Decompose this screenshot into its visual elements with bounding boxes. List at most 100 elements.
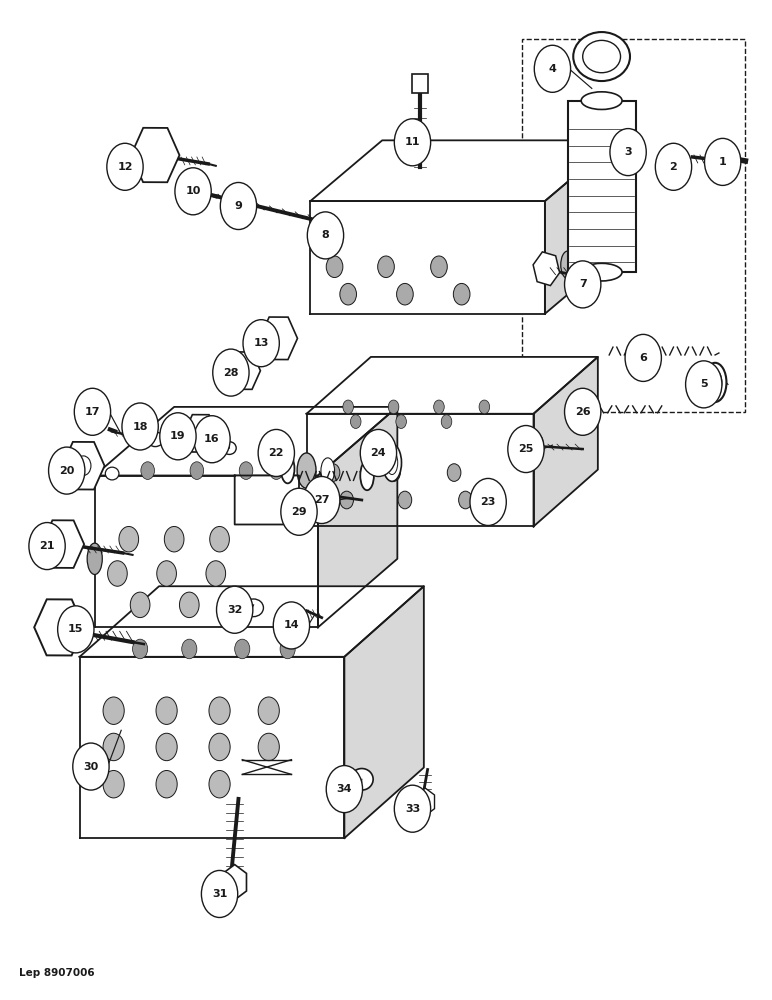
Circle shape (209, 770, 230, 798)
Circle shape (103, 770, 124, 798)
Text: 16: 16 (204, 434, 220, 444)
Text: 8: 8 (322, 230, 330, 240)
Text: 2: 2 (669, 162, 677, 172)
Circle shape (343, 400, 354, 414)
Ellipse shape (256, 347, 270, 359)
Text: 14: 14 (283, 620, 300, 630)
Circle shape (156, 770, 178, 798)
Circle shape (181, 639, 197, 659)
Ellipse shape (147, 432, 164, 447)
Circle shape (76, 456, 91, 475)
Circle shape (378, 256, 394, 278)
Circle shape (350, 415, 361, 428)
Circle shape (122, 403, 158, 450)
Circle shape (396, 415, 406, 428)
Circle shape (216, 586, 253, 633)
Text: 30: 30 (83, 762, 99, 772)
Text: 5: 5 (700, 379, 708, 389)
Text: 7: 7 (579, 279, 587, 289)
Circle shape (327, 256, 343, 278)
Circle shape (243, 320, 279, 367)
Ellipse shape (704, 363, 726, 402)
Text: 12: 12 (117, 162, 133, 172)
Circle shape (394, 785, 431, 832)
Circle shape (49, 447, 85, 494)
Polygon shape (545, 140, 617, 314)
Circle shape (258, 697, 279, 724)
Text: 32: 32 (227, 605, 242, 615)
Circle shape (327, 464, 340, 481)
Bar (522, 39, 746, 412)
Ellipse shape (581, 263, 622, 281)
Text: 34: 34 (337, 784, 352, 794)
Text: 26: 26 (575, 407, 591, 417)
Text: 15: 15 (68, 624, 83, 634)
Ellipse shape (185, 179, 205, 198)
Circle shape (431, 256, 447, 278)
Circle shape (209, 697, 230, 724)
Circle shape (388, 400, 399, 414)
Polygon shape (306, 357, 598, 414)
Circle shape (210, 526, 229, 552)
Text: 25: 25 (518, 444, 533, 454)
Polygon shape (306, 414, 533, 526)
Ellipse shape (190, 182, 201, 194)
Circle shape (107, 143, 143, 190)
Text: 19: 19 (170, 431, 186, 441)
Circle shape (175, 168, 212, 215)
Circle shape (239, 462, 253, 479)
Circle shape (269, 462, 283, 479)
Circle shape (340, 491, 354, 509)
Circle shape (220, 182, 256, 230)
Circle shape (179, 592, 199, 618)
Ellipse shape (350, 769, 373, 790)
Ellipse shape (244, 599, 263, 617)
Polygon shape (533, 357, 598, 526)
Ellipse shape (581, 92, 622, 109)
Circle shape (387, 464, 401, 481)
Circle shape (206, 561, 225, 586)
Circle shape (29, 523, 65, 570)
Circle shape (160, 413, 196, 460)
Text: 31: 31 (212, 889, 227, 899)
Circle shape (508, 426, 544, 473)
Circle shape (434, 400, 444, 414)
Text: 18: 18 (132, 422, 148, 432)
Ellipse shape (105, 467, 119, 480)
Circle shape (141, 462, 154, 479)
Ellipse shape (383, 444, 401, 481)
Circle shape (164, 526, 184, 552)
Circle shape (280, 639, 295, 659)
Polygon shape (318, 407, 398, 627)
Ellipse shape (87, 543, 102, 574)
Circle shape (453, 283, 470, 305)
Polygon shape (95, 407, 398, 476)
Bar (567, 101, 635, 272)
Circle shape (130, 592, 150, 618)
Circle shape (273, 602, 310, 649)
Circle shape (156, 733, 178, 761)
Text: 21: 21 (39, 541, 55, 551)
Circle shape (58, 606, 94, 653)
Circle shape (686, 361, 722, 408)
Circle shape (194, 416, 230, 463)
Circle shape (107, 561, 127, 586)
Text: 17: 17 (85, 407, 100, 417)
Ellipse shape (531, 434, 543, 456)
Circle shape (201, 870, 238, 917)
Circle shape (303, 476, 340, 524)
Text: 29: 29 (291, 507, 306, 517)
Circle shape (281, 488, 317, 535)
Text: 9: 9 (235, 201, 242, 211)
Circle shape (307, 212, 344, 259)
Ellipse shape (574, 32, 630, 81)
Circle shape (470, 478, 506, 525)
Circle shape (564, 388, 601, 435)
Circle shape (103, 733, 124, 761)
Text: 4: 4 (548, 64, 557, 74)
Ellipse shape (222, 442, 236, 454)
Circle shape (209, 733, 230, 761)
Circle shape (479, 400, 489, 414)
Circle shape (157, 561, 177, 586)
Polygon shape (344, 586, 424, 838)
